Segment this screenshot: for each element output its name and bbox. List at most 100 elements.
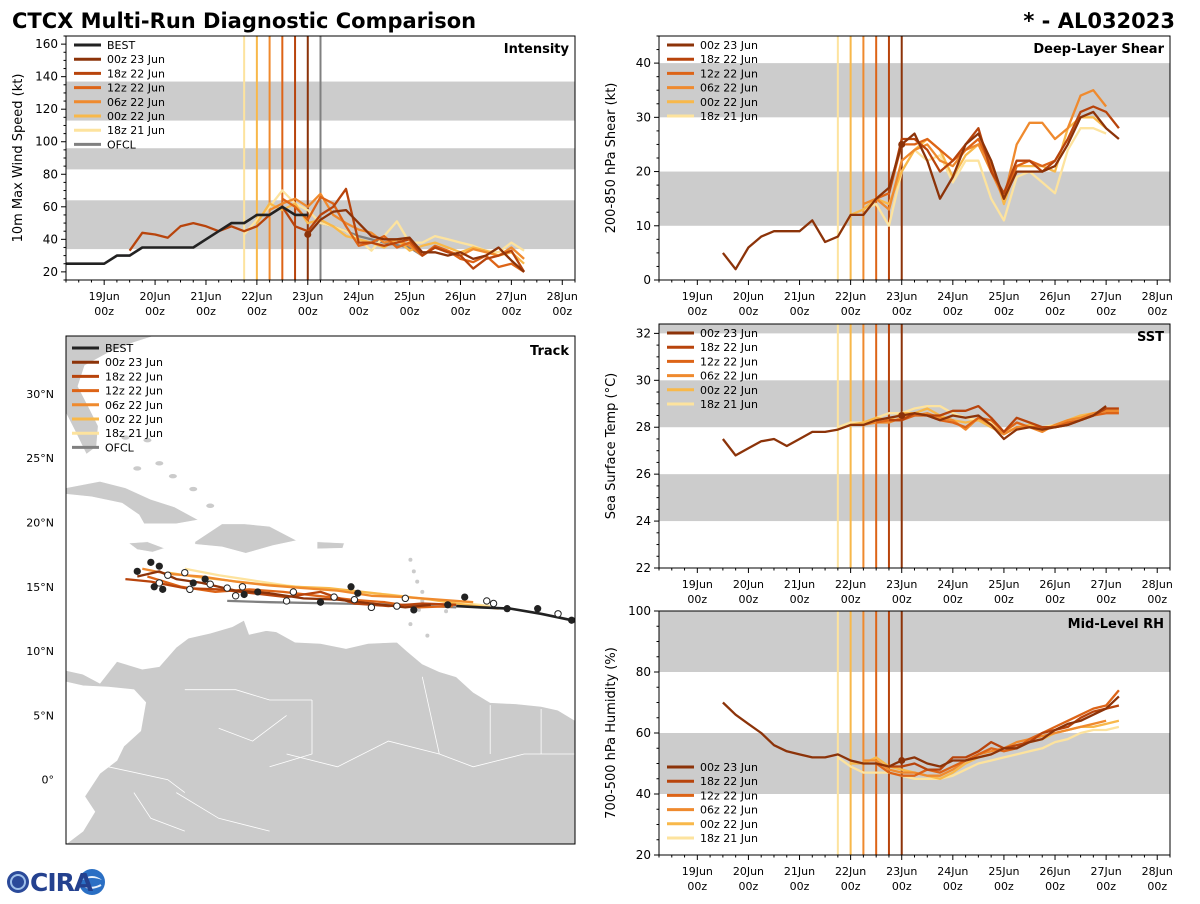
x-tick-label: 19Jun <box>89 290 120 303</box>
shear-panel: 0 10 20 30 40 19Jun 00z 20Jun 00z 21Jun 00z 22Jun 00… <box>604 35 1173 318</box>
x-tick-label: 00z <box>943 880 963 893</box>
y-tick-label: 80 <box>636 665 651 679</box>
x-tick-label: 00z <box>687 880 707 893</box>
x-tick-label: 23Jun <box>886 290 917 303</box>
series-line <box>306 208 525 273</box>
x-tick-label: 00z <box>687 305 707 318</box>
y-tick-label: 22 <box>636 561 651 575</box>
country-border <box>218 715 287 742</box>
x-tick-label: 00z <box>247 305 267 318</box>
x-tick-label: 19Jun <box>682 290 713 303</box>
x-tick-label: 00z <box>196 305 216 318</box>
track-marker-filled <box>461 593 469 601</box>
y-tick-label: 32 <box>636 326 651 340</box>
land-bahamas <box>168 473 177 479</box>
legend-label: 18z 21 Jun <box>105 427 163 440</box>
legend-label: 18z 21 Jun <box>107 124 165 137</box>
x-tick-label: 28Jun <box>547 290 578 303</box>
country-border <box>286 740 575 768</box>
y-tick-label: 20 <box>636 165 651 179</box>
series-line <box>66 205 308 266</box>
x-tick-label: 28Jun <box>1142 290 1173 303</box>
map-frame <box>65 335 576 845</box>
x-tick-label: 25Jun <box>394 290 425 303</box>
lat-tick-label: 0° <box>42 774 55 787</box>
threshold-band <box>659 474 1170 522</box>
y-tick-label: 28 <box>636 420 651 434</box>
x-tick-label: 00z <box>739 305 759 318</box>
land-bahamas <box>189 486 198 492</box>
series-line <box>836 127 1107 238</box>
track-marker-filled <box>201 575 209 583</box>
land-antilles <box>416 607 421 612</box>
track-marker-open <box>401 594 410 603</box>
track-marker-open <box>231 592 240 600</box>
lat-tick-label: 10°N <box>26 645 54 658</box>
lat-tick-label: 5°N <box>33 709 54 722</box>
track-marker-filled <box>155 562 163 570</box>
cira-logo: CIRA <box>4 866 114 900</box>
track-marker-open <box>282 597 291 605</box>
map-area <box>66 336 575 844</box>
x-tick-label: 25Jun <box>988 865 1019 878</box>
x-tick-label: 00z <box>892 880 912 893</box>
x-tick-label: 00z <box>1045 880 1065 893</box>
y-tick-label: 120 <box>35 102 58 116</box>
country-border <box>133 792 185 832</box>
track-marker-filled <box>150 583 158 591</box>
track-marker-open <box>181 568 189 577</box>
x-tick-label: 00z <box>1045 593 1065 606</box>
legend-label: 00z 23 Jun <box>107 53 165 66</box>
x-tick-label: 26Jun <box>1039 578 1070 591</box>
y-axis-label: Sea Surface Temp (°C) <box>604 373 619 520</box>
init-marker <box>304 230 312 238</box>
x-tick-label: 00z <box>739 880 759 893</box>
track-marker-filled <box>503 605 511 613</box>
series-line <box>862 89 1108 211</box>
x-tick-label: 27Jun <box>1091 865 1122 878</box>
legend-label: 18z 21 Jun <box>700 398 758 411</box>
track-marker-filled <box>254 588 262 596</box>
track-marker-filled <box>316 598 325 606</box>
legend-label: 06z 22 Jun <box>700 82 758 95</box>
x-tick-label: 00z <box>1096 593 1116 606</box>
x-tick-label: 00z <box>1147 305 1167 318</box>
y-tick-label: 30 <box>636 373 651 387</box>
y-axis-label: 700-500 hPa Humidity (%) <box>604 647 619 819</box>
plot-area <box>659 36 1170 280</box>
x-tick-label: 27Jun <box>496 290 527 303</box>
y-tick-label: 10 <box>636 219 651 233</box>
legend-label: 18z 22 Jun <box>700 775 758 788</box>
x-tick-label: 00z <box>501 305 521 318</box>
x-tick-label: 00z <box>841 593 861 606</box>
legend-label: 18z 21 Jun <box>700 832 758 845</box>
y-tick-label: 40 <box>43 232 58 246</box>
legend-label: 12z 22 Jun <box>700 355 758 368</box>
init-marker <box>898 756 906 764</box>
panel-title: SST <box>1137 330 1164 345</box>
track-line <box>142 567 474 604</box>
logo-text: CIRA <box>30 868 93 897</box>
track-line <box>456 604 572 622</box>
threshold-band <box>659 611 1170 672</box>
x-tick-label: 00z <box>400 305 420 318</box>
x-tick-label: 22Jun <box>835 865 866 878</box>
x-tick-label: 00z <box>790 305 810 318</box>
x-tick-label: 00z <box>943 305 963 318</box>
track-marker-filled <box>347 583 355 591</box>
x-tick-label: 00z <box>451 305 471 318</box>
legend-label: 12z 22 Jun <box>105 385 163 398</box>
track-marker-open <box>393 602 401 610</box>
plot-area <box>659 611 1170 855</box>
track-marker-open <box>330 593 338 601</box>
x-tick-label: 24Jun <box>343 290 374 303</box>
legend-label: 00z 22 Jun <box>700 818 758 831</box>
x-tick-label: 00z <box>687 593 707 606</box>
legend-label: OFCL <box>107 138 137 151</box>
land-antilles <box>425 633 430 638</box>
track-marker-open <box>186 585 194 594</box>
x-tick-label: 00z <box>841 305 861 318</box>
panel-title: Track <box>530 344 569 359</box>
legend-label: BEST <box>105 342 133 355</box>
